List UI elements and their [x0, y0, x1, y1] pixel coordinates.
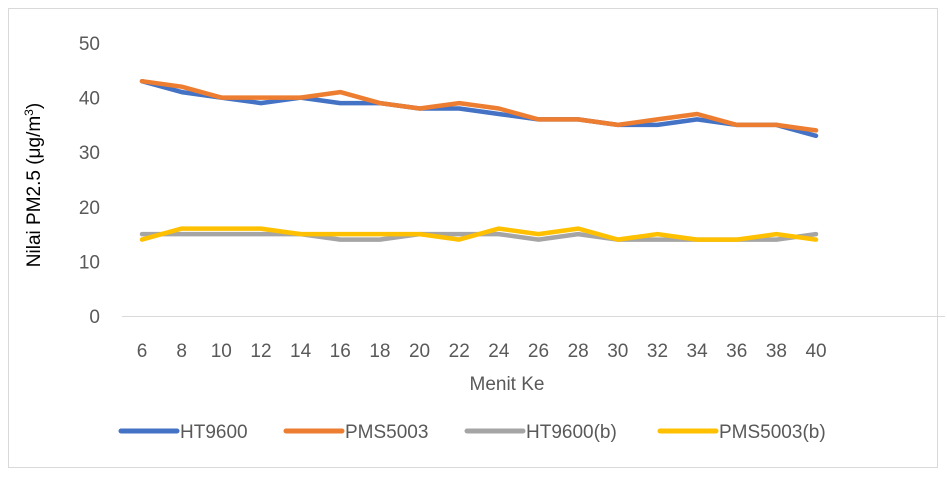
series-line-ht9600 [139, 78, 819, 139]
series-line-pms5003-b [139, 226, 819, 242]
x-tick-label: 28 [568, 341, 589, 362]
series-line-pms5003 [139, 78, 819, 133]
x-tick-label: 40 [805, 341, 826, 362]
y-tick-label: 40 [79, 89, 100, 110]
x-tick-label: 6 [137, 341, 148, 362]
x-tick-label: 20 [409, 341, 430, 362]
legend-label: HT9600 [180, 422, 248, 443]
legend-label: PMS5003(b) [719, 422, 826, 443]
legend-label: HT9600(b) [526, 422, 617, 443]
x-tick-label: 26 [528, 341, 549, 362]
x-tick-label: 32 [647, 341, 668, 362]
legend: HT9600 PMS5003 HT9600(b) PMS5003(b) [118, 422, 826, 443]
x-tick-label: 30 [607, 341, 628, 362]
x-tick-label: 36 [726, 341, 747, 362]
y-axis-ticks: 0 10 20 30 40 50 [79, 34, 100, 328]
series-lines [139, 78, 819, 242]
x-tick-label: 8 [176, 341, 187, 362]
y-tick-label: 10 [79, 252, 100, 273]
x-tick-label: 16 [330, 341, 351, 362]
legend-item: PMS5003(b) [657, 422, 826, 443]
x-tick-label: 38 [766, 341, 787, 362]
y-tick-label: 50 [79, 34, 100, 55]
x-tick-label: 12 [250, 341, 271, 362]
y-axis-label-main: Nilai PM2.5 (μg/m [24, 116, 45, 267]
legend-item: HT9600 [118, 422, 248, 443]
x-tick-label: 14 [290, 341, 312, 362]
x-tick-label: 18 [369, 341, 390, 362]
y-tick-label: 0 [89, 307, 100, 328]
x-tick-label: 24 [488, 341, 510, 362]
x-axis-ticks: 6 8 10 12 14 16 18 20 22 24 26 28 30 32 34 36 38 40 [137, 341, 827, 362]
legend-item: PMS5003 [283, 422, 428, 443]
legend-label: PMS5003 [345, 422, 428, 443]
y-axis-label-superscript: 3 [22, 109, 36, 116]
y-tick-label: 20 [79, 198, 100, 219]
x-tick-label: 10 [211, 341, 232, 362]
y-axis-label: Nilai PM2.5 (μg/m3) [22, 103, 45, 267]
x-tick-label: 22 [449, 341, 470, 362]
y-tick-label: 30 [79, 143, 100, 164]
x-tick-label: 34 [687, 341, 709, 362]
x-axis-label: Menit Ke [470, 374, 545, 395]
legend-item: HT9600(b) [464, 422, 617, 443]
y-axis-label-close: ) [24, 103, 45, 109]
